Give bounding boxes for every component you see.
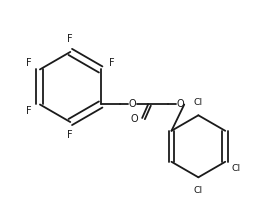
Text: O: O	[129, 99, 136, 110]
Text: Cl: Cl	[194, 98, 203, 107]
Text: Cl: Cl	[232, 164, 241, 173]
Text: F: F	[26, 106, 32, 116]
Text: F: F	[26, 58, 32, 68]
Text: Cl: Cl	[194, 186, 203, 195]
Text: F: F	[109, 58, 115, 68]
Text: O: O	[176, 99, 184, 110]
Text: F: F	[68, 34, 73, 44]
Text: O: O	[131, 114, 139, 124]
Text: F: F	[68, 130, 73, 140]
